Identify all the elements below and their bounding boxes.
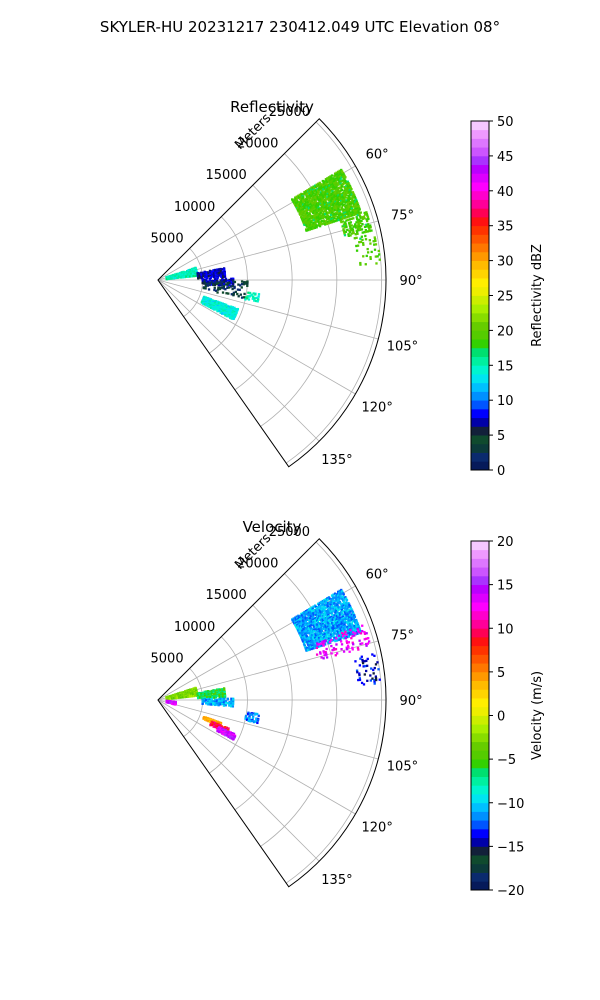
reflectivity-range-ticks: 5000 10000 15000 20000 25000 xyxy=(151,105,311,246)
colorbar-tick-label: 35 xyxy=(497,220,514,235)
range-ring xyxy=(285,121,382,464)
range-tick-label: 20000 xyxy=(237,137,278,152)
sector-outline xyxy=(157,538,387,888)
echo-region xyxy=(354,653,381,686)
echo-region xyxy=(165,266,199,281)
range-tick-label: 15000 xyxy=(205,588,246,603)
colorbar-tick-label: 20 xyxy=(497,535,514,550)
range-tick-label: 15000 xyxy=(205,168,246,183)
velocity-title: Velocity xyxy=(243,518,302,536)
colorbar-tick-label: 20 xyxy=(497,324,514,339)
azimuth-spoke xyxy=(157,279,320,442)
range-ring xyxy=(234,604,293,811)
echo-region xyxy=(196,687,227,700)
range-ring xyxy=(209,636,248,774)
colorbar-tick-label: 10 xyxy=(497,394,514,409)
velocity-panel: Velocity 5000 10000 15000 20000 25000 60° 75°… xyxy=(151,518,545,899)
azimuth-tick-label: 90° xyxy=(400,694,423,709)
range-tick-label: 20000 xyxy=(237,557,278,572)
range-ring xyxy=(285,541,382,884)
echo-region xyxy=(201,697,235,708)
echo-region xyxy=(202,716,223,727)
velocity-colorbar: −20 −15 −10 −5 0 5 10 15 20 xyxy=(470,535,524,899)
colorbar-tick-label: 10 xyxy=(497,622,514,637)
echo-region xyxy=(196,267,227,280)
colorbar-tick-label: −5 xyxy=(497,753,516,768)
range-ring xyxy=(183,248,204,317)
reflectivity-colorbar-label: Reflectivity dBZ xyxy=(530,244,545,347)
echo-region xyxy=(216,726,237,741)
range-tick-label: 25000 xyxy=(269,105,310,120)
reflectivity-polar-grid xyxy=(157,121,386,464)
azimuth-spoke xyxy=(157,279,356,395)
azimuth-spoke xyxy=(157,699,320,862)
azimuth-tick-label: 120° xyxy=(362,401,393,416)
colorbar-tick-label: −20 xyxy=(497,884,524,899)
range-ring xyxy=(183,668,204,737)
echo-region xyxy=(202,279,249,299)
figure-suptitle: SKYLER-HU 20231217 230412.049 UTC Elevat… xyxy=(100,18,500,36)
echo-region xyxy=(165,686,199,701)
colorbar-tick-label: 0 xyxy=(497,710,505,725)
velocity-polar-grid xyxy=(157,541,386,884)
colorbar-tick-label: −15 xyxy=(497,840,524,855)
echo-region xyxy=(291,168,362,232)
velocity-azimuth-ticks: 60° 75° 90° 105° 120° 135° xyxy=(321,567,422,887)
azimuth-tick-label: 120° xyxy=(362,821,393,836)
velocity-range-ticks: 5000 10000 15000 20000 25000 xyxy=(151,525,311,666)
reflectivity-sector-frame xyxy=(157,118,387,468)
range-tick-label: 10000 xyxy=(174,620,215,635)
range-ring xyxy=(234,184,293,391)
azimuth-tick-label: 75° xyxy=(391,628,414,643)
azimuth-tick-label: 75° xyxy=(391,208,414,223)
azimuth-spoke xyxy=(157,279,379,340)
velocity-sector-frame xyxy=(157,538,387,888)
azimuth-spoke xyxy=(157,699,379,760)
range-tick-label: 5000 xyxy=(151,231,184,246)
azimuth-tick-label: 60° xyxy=(366,147,389,162)
azimuth-tick-label: 135° xyxy=(321,453,352,468)
azimuth-tick-label: 60° xyxy=(366,567,389,582)
velocity-colorbar-label: Velocity (m/s) xyxy=(530,671,545,760)
echo-region xyxy=(244,291,261,303)
colorbar-tick-label: 0 xyxy=(497,464,505,479)
azimuth-tick-label: 105° xyxy=(387,340,418,355)
colorbar-tick-label: −10 xyxy=(497,797,524,812)
colorbar-tick-label: 5 xyxy=(497,666,505,681)
reflectivity-colorbar: 0 5 10 15 20 25 30 35 40 45 50 xyxy=(470,115,514,479)
echo-region xyxy=(200,295,240,321)
echo-region xyxy=(244,711,260,725)
echo-region xyxy=(291,588,362,652)
echo-region xyxy=(315,624,371,660)
range-tick-label: 25000 xyxy=(269,525,310,540)
colorbar-tick-label: 5 xyxy=(497,429,505,444)
reflectivity-panel: Reflectivity 5000 10000 15000 20000 25000 60… xyxy=(151,98,545,479)
reflectivity-azimuth-ticks: 60° 75° 90° 105° 120° 135° xyxy=(321,147,422,467)
azimuth-tick-label: 135° xyxy=(321,873,352,888)
range-tick-label: 10000 xyxy=(174,200,215,215)
colorbar-tick-label: 30 xyxy=(497,255,514,270)
azimuth-tick-label: 90° xyxy=(400,274,423,289)
reflectivity-echoes xyxy=(165,168,381,321)
azimuth-tick-label: 105° xyxy=(387,760,418,775)
azimuth-spoke xyxy=(157,699,356,815)
colorbar-tick-label: 15 xyxy=(497,579,514,594)
colorbar-tick-label: 15 xyxy=(497,359,514,374)
echo-region xyxy=(353,234,381,266)
range-ring xyxy=(209,216,248,354)
range-tick-label: 5000 xyxy=(151,651,184,666)
reflectivity-title: Reflectivity xyxy=(230,98,314,116)
echo-region xyxy=(339,211,373,237)
colorbar-tick-label: 25 xyxy=(497,290,514,305)
sector-outline xyxy=(157,118,387,468)
echo-region xyxy=(165,699,177,706)
colorbar-tick-label: 40 xyxy=(497,185,514,200)
velocity-echoes xyxy=(165,588,381,741)
colorbar-tick-label: 45 xyxy=(497,150,514,165)
colorbar-tick-label: 50 xyxy=(497,115,514,130)
